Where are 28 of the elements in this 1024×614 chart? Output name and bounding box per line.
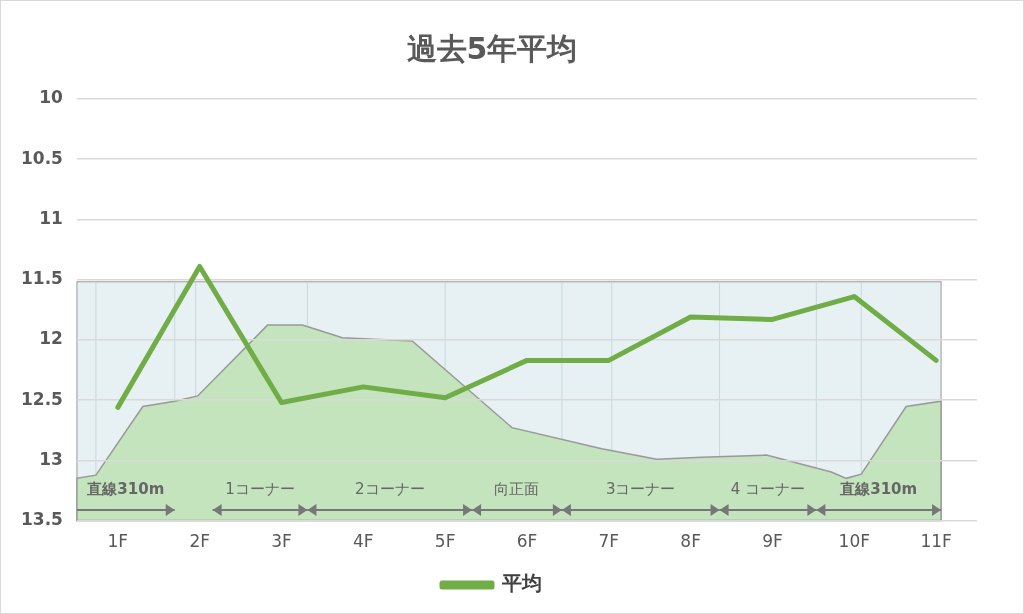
x-tick-label: 5F: [434, 531, 456, 552]
y-tick-label: 13: [39, 448, 63, 469]
annotation: 1コーナー: [225, 480, 295, 499]
y-tick-label: 11.5: [20, 268, 63, 289]
x-tick-label: 9F: [762, 531, 783, 552]
y-tick-label: 12: [39, 328, 63, 349]
annotation: 3コーナー: [605, 480, 676, 499]
x-tick-label: 11F: [920, 531, 952, 552]
y-tick-label: 12.5: [20, 388, 63, 409]
x-tick-label: 6F: [516, 531, 538, 552]
y-tick-label: 13.5: [20, 509, 63, 530]
annotation: 4 コーナー: [730, 480, 806, 499]
x-tick-label: 2F: [189, 531, 210, 552]
y-tick-label: 11: [39, 207, 63, 228]
annotation: 直線310m: [839, 480, 918, 499]
annotation: 直線310m: [86, 480, 165, 499]
x-tick-label: 7F: [598, 531, 620, 552]
annotation: 向正面: [494, 480, 540, 499]
x-tick-label: 1F: [107, 531, 129, 552]
x-tick-label: 10F: [838, 531, 870, 552]
annotation: 2コーナー: [354, 480, 425, 499]
legend-label: 平均: [501, 571, 542, 596]
x-tick-label: 8F: [680, 531, 701, 552]
y-tick-label: 10.5: [20, 147, 63, 168]
y-tick-label: 10: [39, 87, 64, 108]
x-tick-label: 4F: [353, 531, 374, 552]
x-tick-label: 3F: [271, 531, 292, 552]
chart-title: 過去5年平均: [406, 30, 578, 66]
